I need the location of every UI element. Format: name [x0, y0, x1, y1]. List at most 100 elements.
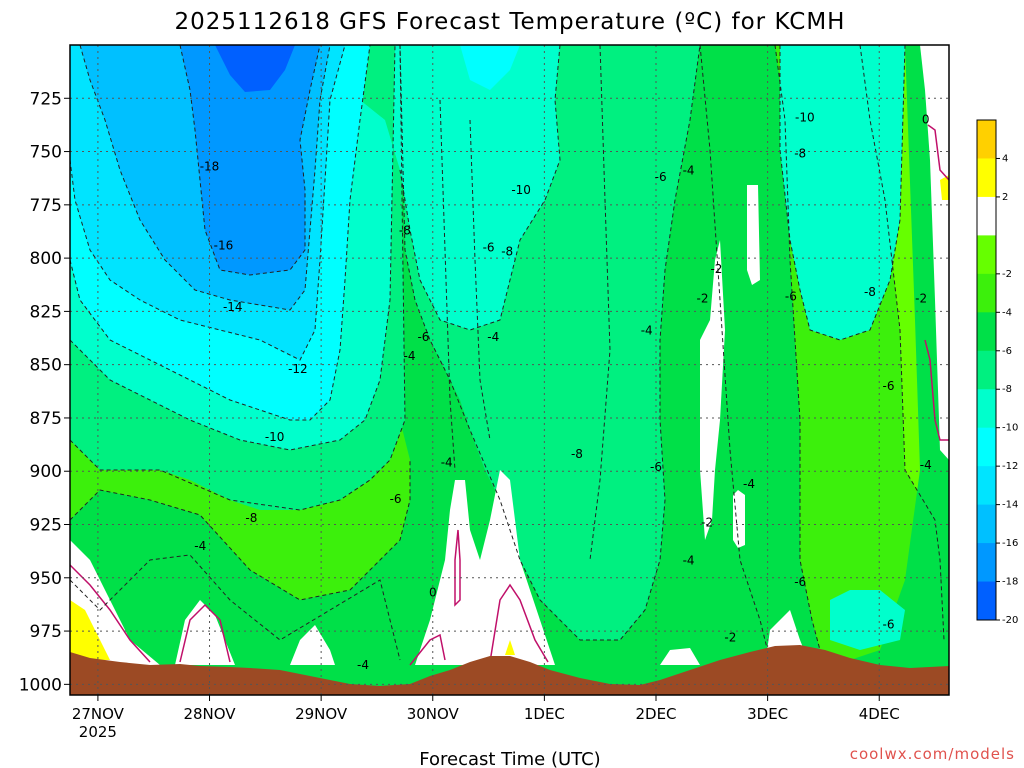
colorbar-label: -12: [1002, 461, 1018, 472]
colorbar-segment: [977, 158, 996, 198]
contour-label: -2: [724, 630, 736, 644]
plot-area: [70, 45, 949, 695]
contour-label: -8: [794, 147, 806, 161]
contour-label: -4: [683, 554, 695, 568]
y-tick-label: 750: [30, 143, 62, 163]
contour-label: 0: [429, 586, 437, 600]
dashed-contours: [70, 45, 945, 661]
contour-label: -10: [511, 183, 531, 197]
grid-lines: [70, 45, 949, 695]
y-tick-label: 875: [30, 409, 62, 429]
x-tick-label: 1DEC: [524, 705, 565, 723]
x-tick-label: 27NOV: [72, 705, 125, 723]
contour-label: -16: [214, 238, 234, 252]
contour-label: -12: [288, 362, 308, 376]
contour-label: -18: [200, 159, 220, 173]
colorbar-label: 4: [1002, 153, 1008, 164]
contour-label: -6: [785, 289, 797, 303]
contour-label: -4: [194, 539, 206, 553]
contour-label: -8: [501, 245, 513, 259]
y-tick-label: 825: [30, 302, 62, 322]
x-tick-label: 2DEC: [635, 705, 676, 723]
contour-label: -4: [487, 330, 499, 344]
x-tick-label: 28NOV: [183, 705, 236, 723]
band-minus-20: [215, 45, 295, 92]
contour-label: -4: [641, 324, 653, 338]
contour-label: -8: [399, 223, 411, 237]
contour-label: -6: [417, 330, 429, 344]
x-tick-label: 29NOV: [295, 705, 348, 723]
colorbar-label: -20: [1002, 615, 1018, 626]
contour-label: -6: [883, 618, 895, 632]
colorbar-label: -8: [1002, 384, 1012, 395]
contour-labels: -18-16-14-12-10-10-10-8-8-8-8-8-8-6-6-6-…: [194, 110, 931, 672]
contour-label: -6: [483, 240, 495, 254]
colorbar-segment: [977, 543, 996, 583]
colorbar-segment: [977, 120, 996, 159]
contour-label: -2: [697, 292, 709, 306]
contour-label: -2: [915, 292, 927, 306]
contour-label: -8: [571, 447, 583, 461]
contour-label: -2: [710, 262, 722, 276]
colorbar-label: -6: [1002, 346, 1012, 357]
contour-label: -6: [650, 460, 662, 474]
contour-label: -4: [743, 477, 755, 491]
contour-label: -4: [404, 349, 416, 363]
x-axis-label: Forecast Time (UTC): [419, 749, 600, 768]
contour-label: -6: [794, 575, 806, 589]
colorbar-segment: [977, 235, 996, 275]
contour-label: -2: [701, 515, 713, 529]
colorbar-segment: [977, 581, 996, 621]
x-tick-label: 30NOV: [407, 705, 460, 723]
x-tick-label: 4DEC: [859, 705, 900, 723]
site-credit[interactable]: coolwx.com/models: [850, 745, 1015, 763]
contour-label: -10: [265, 430, 285, 444]
zero-contours: [70, 124, 949, 666]
colorbar-segment: [977, 466, 996, 506]
band-zero-low: [70, 45, 949, 665]
colorbar-segment: [977, 273, 996, 313]
plot-frame: [69, 44, 950, 696]
contour-label: -4: [357, 658, 369, 672]
x-tick-sublabel: 2025: [79, 723, 117, 741]
contour-label: -14: [223, 300, 243, 314]
colorbar-segment: [977, 196, 996, 236]
y-tick-label: 925: [30, 516, 62, 536]
terrain: [70, 645, 949, 695]
contour-label: -10: [795, 110, 815, 124]
colorbar-segment: [977, 427, 996, 467]
chart-title: 2025112618 GFS Forecast Temperature (ºC)…: [175, 9, 846, 35]
colorbar-label: -14: [1002, 500, 1018, 511]
contour-label: -4: [441, 456, 453, 470]
colorbar-label: 2: [1002, 192, 1008, 203]
contour-label: -4: [920, 458, 932, 472]
y-tick-label: 850: [30, 356, 62, 376]
colorbar-label: -4: [1002, 307, 1012, 318]
y-tick-label: 725: [30, 89, 62, 109]
colorbar-segment: [977, 350, 996, 390]
colorbar-segment: [977, 312, 996, 352]
colorbar-segment: [977, 389, 996, 429]
contour-label: -6: [390, 492, 402, 506]
y-tick-label: 900: [30, 462, 62, 482]
contour-label: -6: [655, 170, 667, 184]
colorbar-frame: [976, 119, 997, 621]
y-tick-label: 800: [30, 249, 62, 269]
y-tick-label: 975: [30, 622, 62, 642]
y-tick-label: 950: [30, 569, 62, 589]
x-tick-label: 3DEC: [747, 705, 788, 723]
y-tick-label: 1000: [19, 675, 62, 695]
contour-label: -4: [683, 164, 695, 178]
y-axis: 725 750 775 800 825 850 875 900 925 950 975 1000: [19, 89, 70, 695]
band-minus-18: [180, 45, 320, 275]
colorbar-label: -18: [1002, 577, 1018, 588]
contour-label: 0: [922, 113, 930, 127]
colorbar: 4 2 -2 -4 -6 -8 -10 -12 -14 -16 -18 -20: [976, 119, 1018, 626]
contour-label: -8: [245, 511, 257, 525]
contour-label: -6: [883, 379, 895, 393]
colorbar-segment: [977, 504, 996, 544]
colorbar-label: -10: [1002, 423, 1018, 434]
contour-label: -8: [864, 285, 876, 299]
